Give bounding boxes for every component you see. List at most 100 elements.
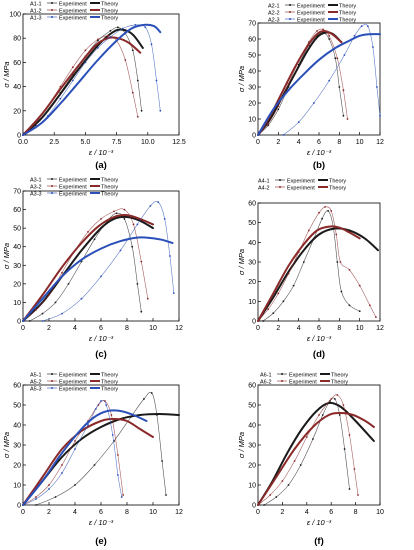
experiment-point bbox=[144, 26, 147, 29]
legend-experiment-label: Experiment bbox=[59, 380, 87, 386]
experiment-point bbox=[336, 57, 339, 60]
y-tick-label: 10 bbox=[248, 483, 256, 490]
legend-theory-label: Theory bbox=[101, 2, 118, 8]
experiment-point bbox=[281, 480, 284, 482]
experiment-line bbox=[22, 400, 123, 506]
theory-line bbox=[22, 36, 142, 136]
plot-frame bbox=[22, 190, 180, 322]
y-tick-label: 80 bbox=[13, 36, 21, 43]
y-axis-label: σ / MPa bbox=[237, 249, 246, 275]
y-axis-label: σ / MPa bbox=[237, 66, 246, 92]
y-tick-label: 50 bbox=[248, 220, 256, 227]
experiment-point bbox=[316, 30, 318, 32]
x-tick-label: 8 bbox=[354, 509, 358, 516]
experiment-point bbox=[117, 454, 119, 456]
experiment-point bbox=[343, 448, 346, 450]
theory-line bbox=[257, 401, 375, 506]
y-tick-label: 10 bbox=[13, 300, 21, 307]
series-A2-3 bbox=[257, 23, 381, 136]
legend-experiment-marker bbox=[51, 2, 53, 4]
x-tick-label: 0.0 bbox=[18, 139, 28, 146]
legend-theory-label: Theory bbox=[331, 373, 348, 379]
experiment-point bbox=[299, 464, 302, 466]
experiment-point bbox=[74, 484, 76, 486]
experiment-point bbox=[109, 30, 112, 32]
experiment-point bbox=[41, 312, 44, 315]
experiment-point bbox=[140, 310, 143, 313]
y-tick-label: 0 bbox=[252, 133, 256, 140]
series-A1-2 bbox=[22, 34, 142, 136]
experiment-point bbox=[41, 320, 44, 322]
experiment-point bbox=[318, 414, 320, 416]
legend-experiment-marker bbox=[51, 380, 53, 382]
experiment-point bbox=[321, 217, 323, 220]
y-tick-label: 0 bbox=[17, 319, 21, 326]
experiment-point bbox=[84, 61, 87, 64]
x-tick-label: 6 bbox=[99, 509, 103, 516]
experiment-point bbox=[343, 54, 346, 56]
experiment-point bbox=[117, 474, 119, 476]
y-tick-label: 100 bbox=[9, 12, 21, 19]
x-tick-label: 0 bbox=[21, 325, 25, 332]
y-tick-label: 10 bbox=[13, 483, 21, 490]
experiment-point bbox=[140, 109, 143, 112]
legend-experiment-marker bbox=[281, 373, 283, 375]
legend-experiment-label: Experiment bbox=[59, 178, 87, 184]
chart-panel-4: 0 2 4 6 8 10 12 0 10 20 30 40 50 60 ε / 10⁻³ σ / MPa (d)… bbox=[237, 179, 384, 361]
experiment-point bbox=[321, 414, 324, 416]
experiment-line bbox=[262, 210, 360, 322]
legend-experiment-label: Experiment bbox=[59, 185, 87, 191]
experiment-point bbox=[322, 28, 324, 31]
legend-id: A2-1 bbox=[268, 4, 280, 10]
experiment-point bbox=[342, 404, 345, 406]
x-axis-label: ε / 10⁻³ bbox=[307, 334, 332, 343]
experiment-point bbox=[124, 59, 127, 61]
experiment-line bbox=[22, 24, 161, 136]
legend-theory-label: Theory bbox=[329, 186, 346, 192]
x-tick-label: 4 bbox=[297, 139, 301, 146]
experiment-point bbox=[358, 284, 361, 287]
legend-experiment-label: Experiment bbox=[287, 179, 315, 185]
experiment-point bbox=[80, 297, 83, 300]
experiment-point bbox=[328, 34, 331, 37]
chart-panel-3: 0 2 4 6 8 10 12 0 10 20 30 40 50 60 70 ε / 10⁻³ σ / MPa (… bbox=[2, 178, 183, 361]
experiment-point bbox=[107, 34, 109, 37]
experiment-point bbox=[61, 312, 63, 315]
x-tick-label: 10 bbox=[356, 325, 364, 332]
experiment-point bbox=[348, 434, 351, 436]
experiment-point bbox=[353, 34, 356, 37]
legend-experiment-label: Experiment bbox=[59, 373, 87, 379]
experiment-point bbox=[372, 46, 374, 48]
experiment-point bbox=[48, 484, 50, 486]
y-tick-label: 20 bbox=[248, 463, 256, 470]
experiment-point bbox=[28, 320, 31, 322]
theory-line bbox=[257, 227, 379, 322]
experiment-point bbox=[122, 494, 124, 496]
chart-panel-6: 0 2 4 6 8 10 0 10 20 30 40 50 60 ε / 10⁻³ σ / MPa (f) A6… bbox=[237, 373, 384, 548]
y-axis-label: σ / MPa bbox=[237, 432, 246, 458]
experiment-point bbox=[48, 294, 50, 296]
y-tick-label: 10 bbox=[248, 299, 256, 306]
experiment-point bbox=[305, 436, 308, 438]
experiment-point bbox=[336, 394, 339, 396]
experiment-point bbox=[35, 498, 37, 500]
experiment-point bbox=[143, 398, 145, 400]
experiment-line bbox=[257, 206, 377, 322]
x-tick-label: 6 bbox=[329, 509, 333, 516]
experiment-point bbox=[123, 218, 126, 220]
legend-experiment-marker bbox=[281, 380, 283, 382]
legend-theory-label: Theory bbox=[101, 185, 118, 191]
panel-label: (e) bbox=[95, 536, 107, 547]
x-tick-label: 10 bbox=[149, 509, 157, 516]
y-tick-label: 40 bbox=[13, 244, 21, 251]
y-tick-label: 10 bbox=[248, 117, 256, 124]
experiment-point bbox=[159, 109, 162, 112]
experiment-point bbox=[35, 504, 37, 506]
experiment-point bbox=[136, 223, 139, 226]
x-tick-label: 0 bbox=[256, 139, 260, 146]
experiment-point bbox=[105, 404, 108, 406]
experiment-point bbox=[302, 261, 305, 263]
legend-experiment-label: Experiment bbox=[289, 380, 317, 386]
experiment-point bbox=[116, 26, 119, 29]
y-tick-label: 50 bbox=[13, 403, 21, 410]
